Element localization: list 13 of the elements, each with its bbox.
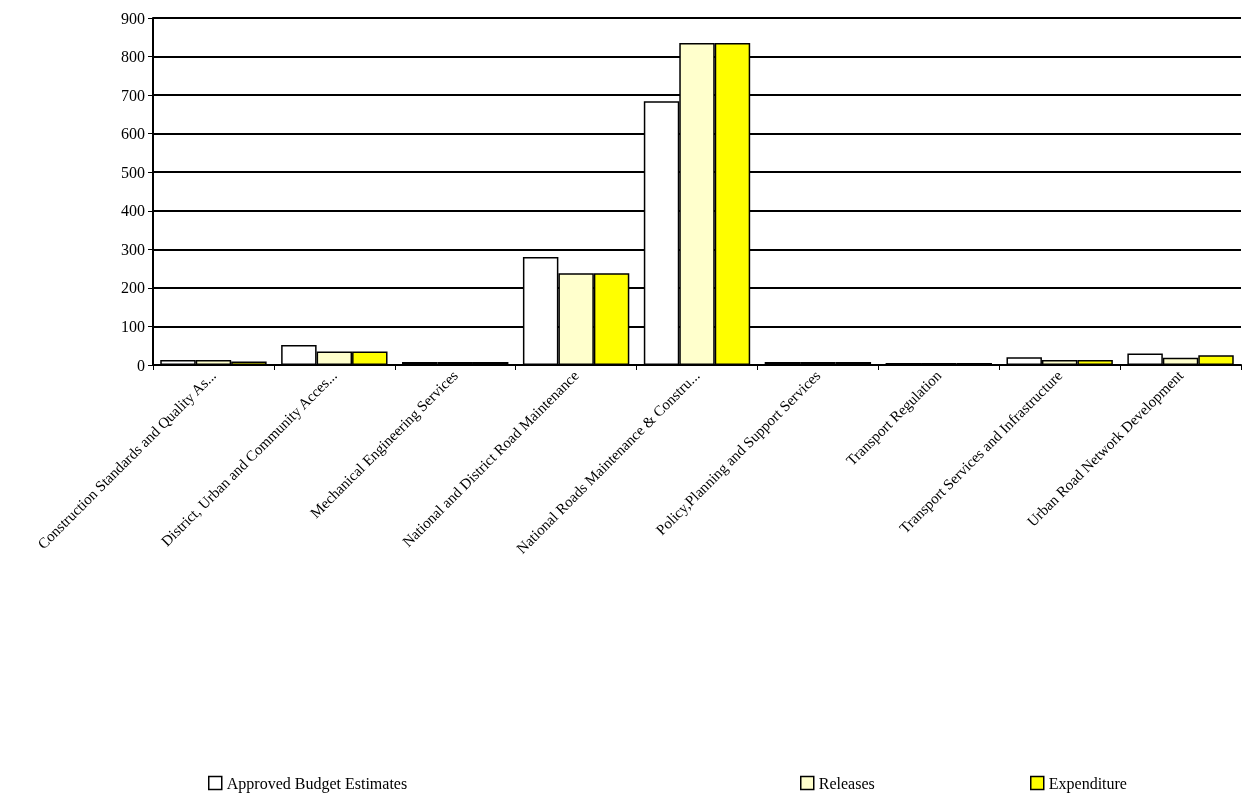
y-tick-label: 800 — [121, 48, 145, 66]
y-tick-label: 0 — [137, 356, 145, 374]
y-tick-label: 600 — [121, 125, 145, 143]
legend-label: Releases — [818, 774, 875, 792]
y-tick-label: 500 — [121, 163, 145, 181]
legend-label: Approved Budget Estimates — [226, 774, 408, 793]
y-tick-label: 100 — [121, 317, 145, 335]
y-tick-label: 200 — [121, 279, 145, 297]
y-tick-label: 300 — [121, 240, 145, 258]
y-tick-label: 900 — [121, 9, 145, 27]
y-tick-label: 700 — [121, 86, 145, 104]
legend-label: Expenditure — [1048, 774, 1127, 793]
y-tick-label: 400 — [121, 202, 145, 220]
